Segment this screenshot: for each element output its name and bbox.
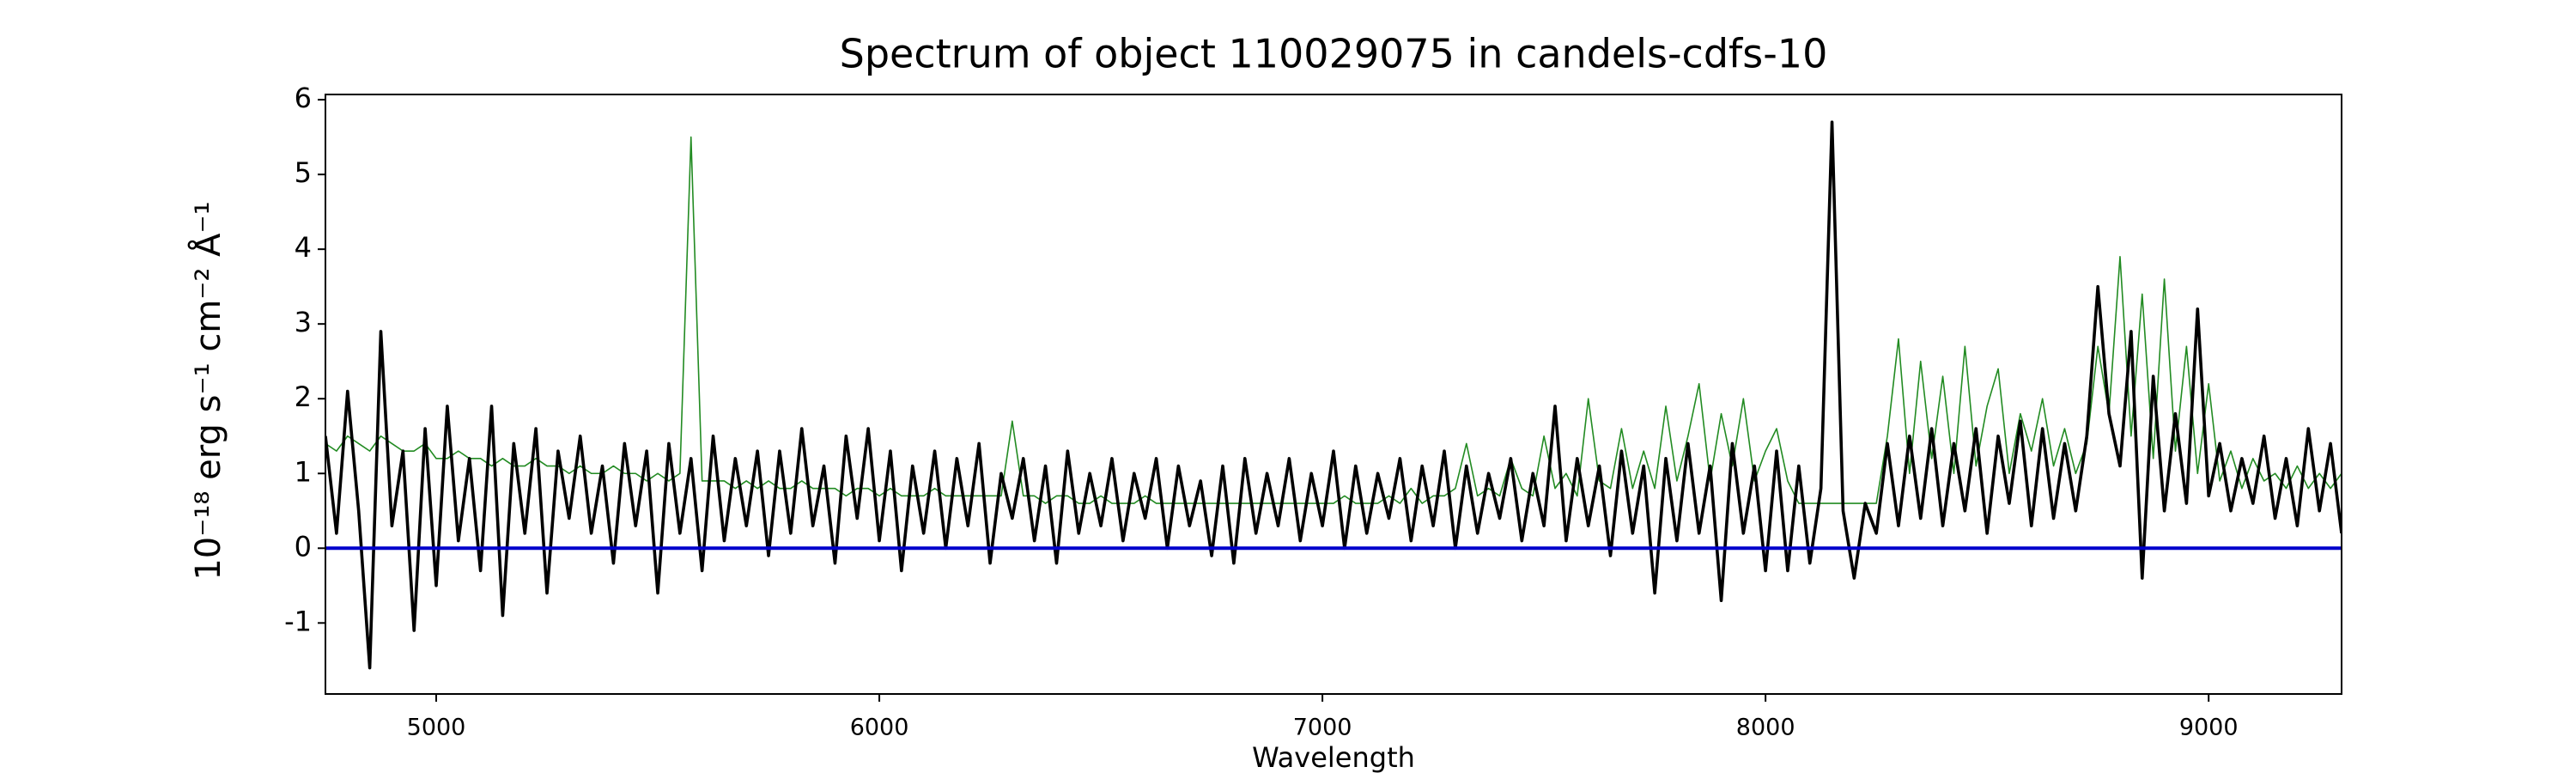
y-tick-label: 2 xyxy=(295,380,312,413)
chart-title: Spectrum of object 110029075 in candels-… xyxy=(840,31,1828,77)
y-tick-label: 0 xyxy=(295,530,312,563)
y-tick-label: 6 xyxy=(295,82,312,114)
y-tick-label: 5 xyxy=(295,156,312,189)
y-axis-label: 10⁻¹⁸ erg s⁻¹ cm⁻² Å⁻¹ xyxy=(187,201,228,580)
y-tick-label: 1 xyxy=(295,455,312,488)
x-tick-label: 7000 xyxy=(1293,715,1352,741)
x-tick-label: 6000 xyxy=(850,715,909,741)
x-tick-label: 9000 xyxy=(2179,715,2239,741)
x-axis-label: Wavelength xyxy=(1252,741,1415,773)
y-tick-label: 3 xyxy=(295,306,312,338)
spectrum-line xyxy=(325,120,2342,670)
y-tick-label: -1 xyxy=(284,605,312,637)
plot-frame xyxy=(325,94,2342,695)
x-tick-label: 5000 xyxy=(407,715,466,741)
y-tick-label: 4 xyxy=(295,231,312,264)
x-tick-label: 8000 xyxy=(1736,715,1795,741)
spectrum-line xyxy=(325,136,2342,504)
